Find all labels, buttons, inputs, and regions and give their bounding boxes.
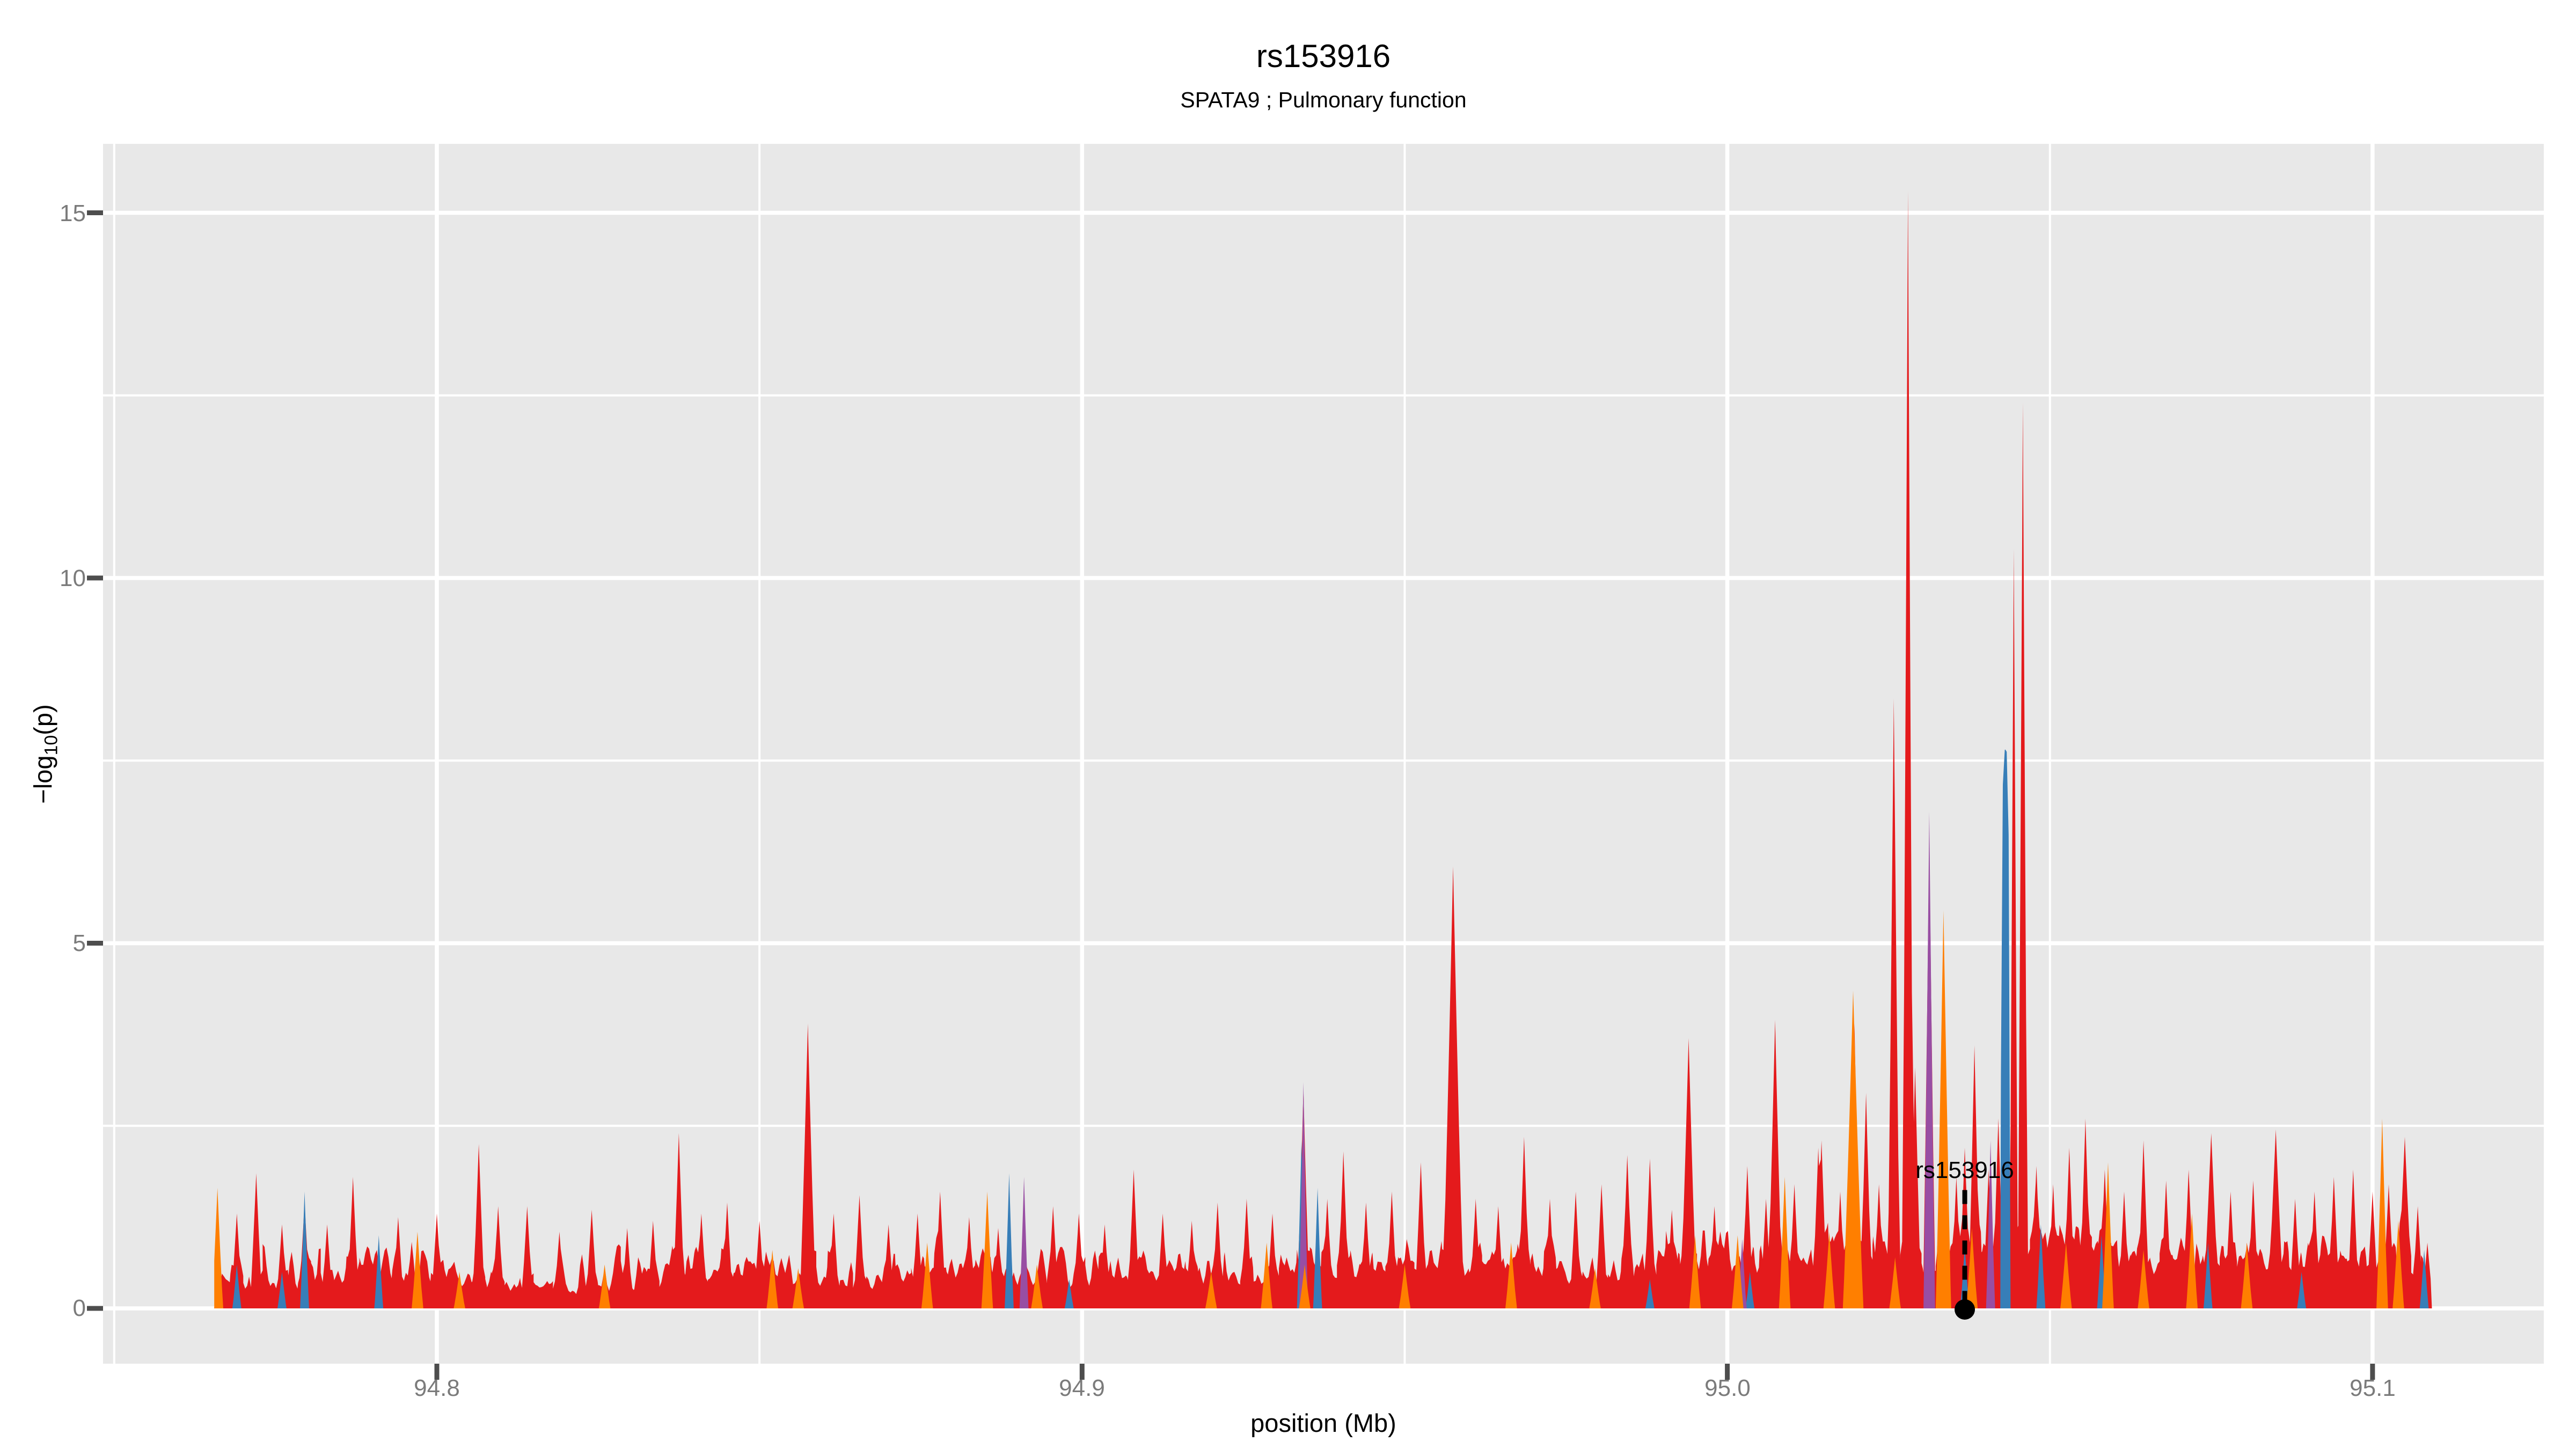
chart-subtitle: SPATA9 ; Pulmonary function	[1180, 87, 1467, 112]
x-tick-label-94.8: 94.8	[414, 1375, 460, 1401]
series-area-red	[214, 191, 2432, 1309]
y-tick-label-0: 0	[72, 1295, 86, 1321]
plot-panel	[103, 144, 2544, 1364]
page-title: rs153916	[1256, 38, 1391, 74]
x-tick-label-95.1: 95.1	[2350, 1375, 2396, 1401]
y-axis-title-prefix: −log	[28, 755, 57, 804]
annotation-point	[1955, 1299, 1975, 1320]
y-axis-title: −log10(p)	[28, 704, 62, 803]
x-axis-title: position (Mb)	[1250, 1409, 1396, 1437]
x-tick-label-95.0: 95.0	[1704, 1375, 1751, 1401]
snp-annotation-label: rs153916	[1915, 1157, 2014, 1183]
y-axis-title-suffix: (p)	[28, 704, 57, 735]
y-tick-label-5: 5	[72, 930, 86, 956]
y-tick-label-15: 15	[60, 200, 86, 226]
y-axis-title-subscript: 10	[41, 735, 62, 756]
y-tick-label-10: 10	[60, 565, 86, 591]
x-tick-label-94.9: 94.9	[1059, 1375, 1105, 1401]
